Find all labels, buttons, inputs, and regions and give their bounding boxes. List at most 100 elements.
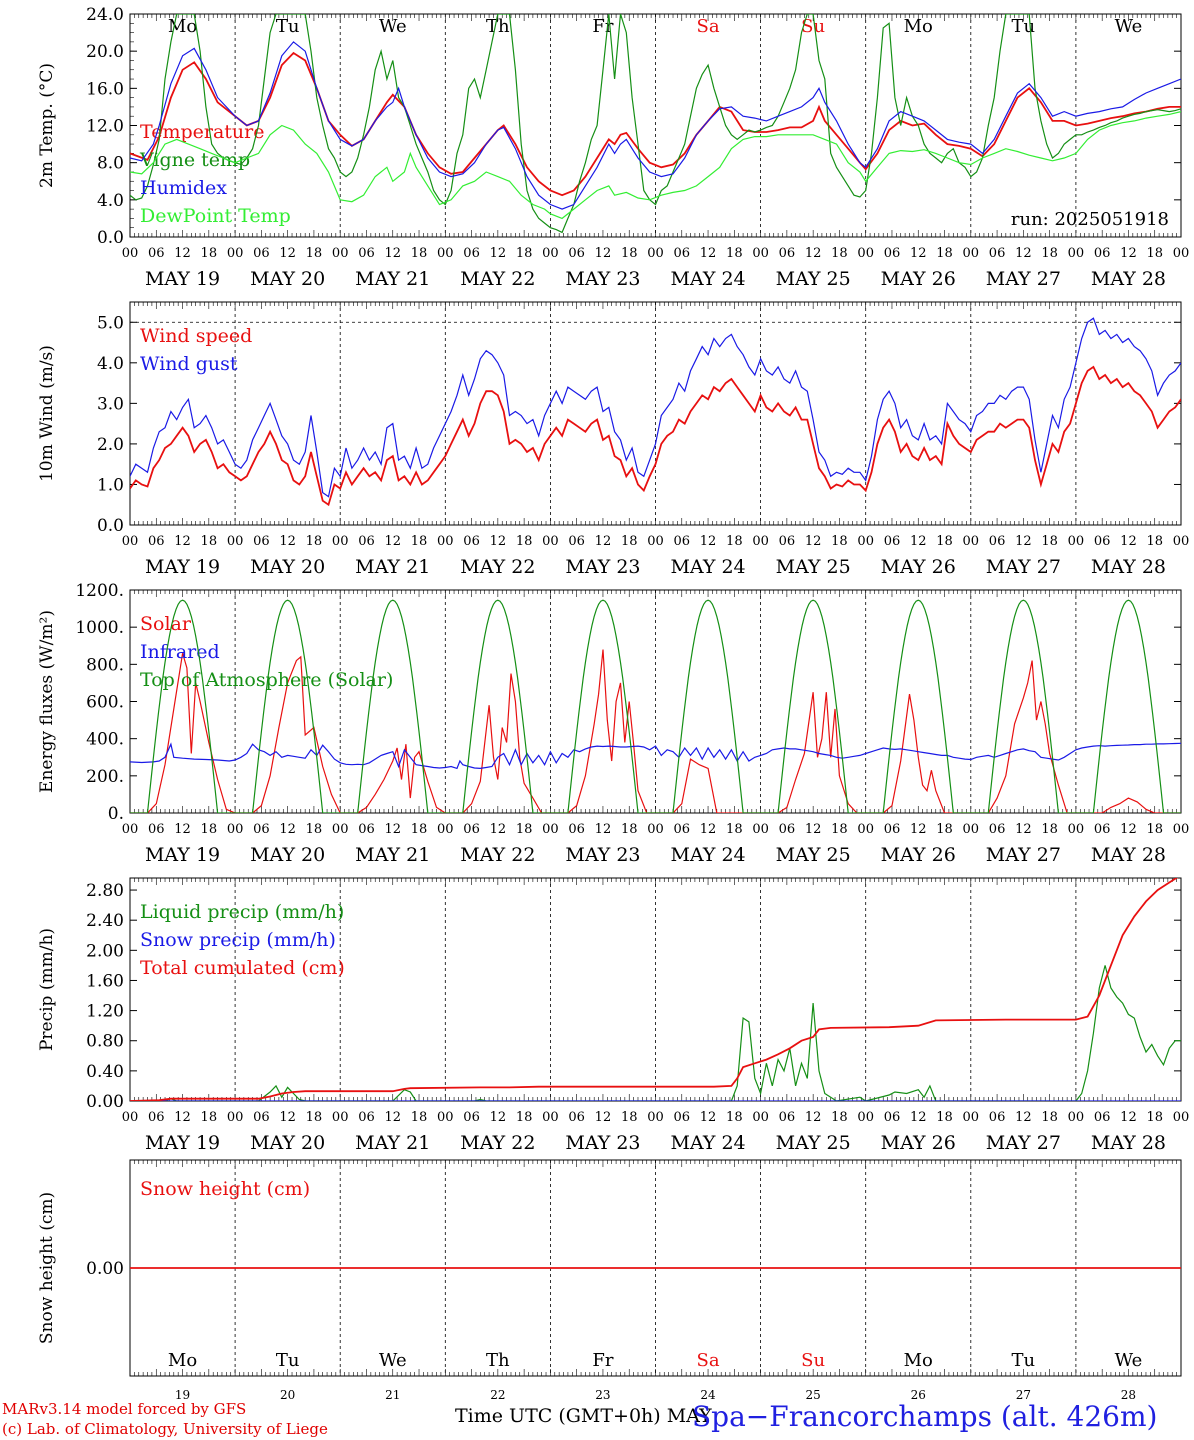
hour-label: 12 [279, 246, 296, 261]
hour-label: 06 [148, 1110, 165, 1125]
day-number-label: 20 [280, 1388, 295, 1402]
hour-label: 00 [122, 822, 139, 837]
date-label: MAY 22 [460, 1132, 535, 1154]
hour-label: 00 [752, 1110, 769, 1125]
y-tick-label: 0.80 [86, 1032, 124, 1052]
weekday-label: Mo [904, 1350, 933, 1371]
hour-label: 18 [1041, 1110, 1058, 1125]
y-tick-label: 1200. [75, 581, 124, 601]
date-label: MAY 20 [250, 268, 325, 290]
day-number-label: 25 [806, 1388, 821, 1402]
hour-label: 12 [805, 1110, 822, 1125]
date-label: MAY 19 [145, 556, 220, 578]
hour-label: 18 [726, 246, 743, 261]
date-label: MAY 28 [1091, 556, 1166, 578]
hour-label: 00 [332, 534, 349, 549]
y-tick-label: 2.00 [86, 941, 124, 961]
y-tick-label: 0.0 [97, 516, 124, 536]
hour-label: 12 [1015, 534, 1032, 549]
date-label: MAY 22 [460, 268, 535, 290]
hour-label: 12 [490, 246, 507, 261]
weekday-label: We [379, 1350, 407, 1371]
hour-label: 18 [621, 534, 638, 549]
hour-label: 06 [1094, 822, 1111, 837]
hour-label: 00 [227, 822, 244, 837]
hour-label: 00 [752, 246, 769, 261]
hour-label: 00 [437, 534, 454, 549]
hour-label: 06 [253, 822, 270, 837]
hour-label: 12 [595, 1110, 612, 1125]
hour-label: 06 [779, 1110, 796, 1125]
hour-label: 12 [700, 246, 717, 261]
hour-label: 12 [805, 534, 822, 549]
series-line [130, 878, 1178, 1101]
date-label: MAY 23 [565, 844, 640, 866]
hour-label: 12 [910, 822, 927, 837]
hour-label: 00 [647, 822, 664, 837]
y-tick-label: 200. [86, 767, 124, 787]
date-label: MAY 26 [881, 844, 956, 866]
hour-label: 00 [647, 246, 664, 261]
hour-label: 18 [726, 822, 743, 837]
hour-label: 12 [490, 1110, 507, 1125]
hour-label: 12 [595, 822, 612, 837]
hour-label: 00 [1173, 246, 1190, 261]
hour-label: 06 [884, 534, 901, 549]
hour-label: 06 [568, 822, 585, 837]
hour-label: 12 [174, 1110, 191, 1125]
hour-label: 12 [595, 534, 612, 549]
hour-label: 00 [1068, 1110, 1085, 1125]
hour-label: 06 [884, 822, 901, 837]
date-label: MAY 20 [250, 844, 325, 866]
hour-label: 18 [1146, 1110, 1163, 1125]
day-number-label: 27 [1016, 1388, 1031, 1402]
hour-label: 00 [1068, 534, 1085, 549]
date-label: MAY 21 [355, 556, 430, 578]
date-label: MAY 27 [986, 268, 1061, 290]
date-label: MAY 24 [670, 556, 745, 578]
legend-entry: Total cumulated (cm) [140, 957, 345, 979]
hour-label: 00 [542, 246, 559, 261]
hour-label: 12 [910, 534, 927, 549]
hour-label: 18 [411, 534, 428, 549]
y-tick-label: 2.40 [86, 911, 124, 931]
y-axis-title: 2m Temp. (°C) [37, 63, 57, 188]
hour-label: 18 [831, 1110, 848, 1125]
y-tick-label: 0.00 [86, 1092, 124, 1112]
weekday-label: Tu [1012, 1350, 1036, 1371]
hour-label: 18 [621, 246, 638, 261]
hour-label: 06 [463, 534, 480, 549]
panel-2: 0.0 1.0 2.0 3.0 4.0 5.0 10m Wind (m/s) 00 06 12 18… [37, 301, 1189, 578]
series-line [130, 965, 1181, 1101]
y-tick-label: 8.0 [97, 154, 124, 174]
hour-label: 18 [516, 822, 533, 837]
hour-label: 12 [1015, 822, 1032, 837]
hour-label: 00 [963, 1110, 980, 1125]
legend-entry: Wind speed [140, 325, 252, 347]
station-title: Spa−Francorchamps (alt. 426m) [692, 1400, 1158, 1433]
hour-label: 00 [752, 534, 769, 549]
y-axis-title: Snow height (cm) [37, 1192, 57, 1344]
y-tick-label: 400. [86, 730, 124, 750]
panel-1: 0.0 4.0 8.0 12.0 16.0 20.0 24.0 2m Temp. (°C) 00… [37, 5, 1189, 290]
weekday-label: We [1115, 16, 1143, 37]
hour-label: 06 [1094, 1110, 1111, 1125]
legend-entry: Liquid precip (mm/h) [140, 901, 344, 923]
hour-label: 00 [647, 534, 664, 549]
hour-label: 06 [884, 246, 901, 261]
hour-label: 18 [1146, 822, 1163, 837]
x-axis-title: Time UTC (GMT+0h) MAY [455, 1405, 712, 1427]
hour-label: 06 [1094, 246, 1111, 261]
y-tick-label: 24.0 [86, 5, 124, 25]
y-tick-label: 1000. [75, 618, 124, 638]
hour-label: 00 [227, 534, 244, 549]
hour-label: 00 [857, 534, 874, 549]
legend-entry: Snow precip (mm/h) [140, 929, 336, 951]
legend-entry: Top of Atmosphere (Solar) [140, 669, 393, 691]
weekday-label: We [1115, 1350, 1143, 1371]
hour-label: 06 [148, 534, 165, 549]
hour-label: 18 [831, 822, 848, 837]
weekday-label: Mo [904, 16, 933, 37]
hour-label: 06 [989, 822, 1006, 837]
hour-label: 06 [253, 534, 270, 549]
